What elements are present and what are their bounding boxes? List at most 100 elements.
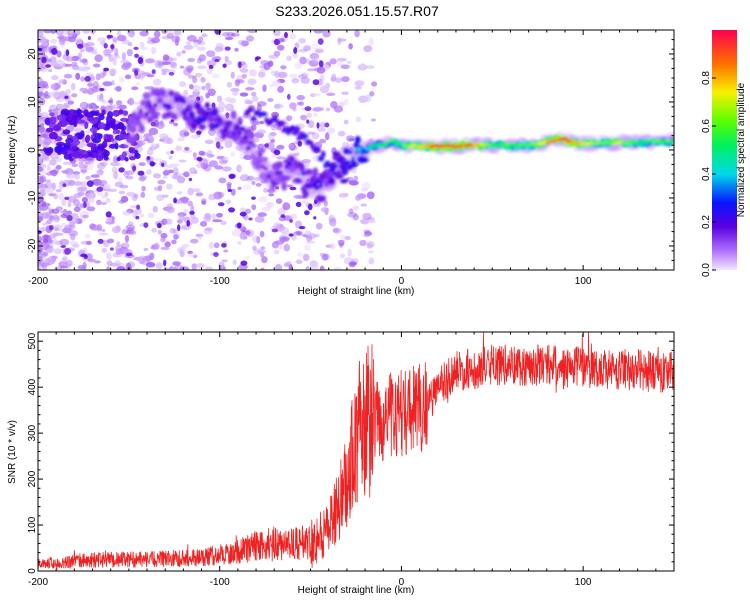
spectral-noise-blob bbox=[51, 182, 56, 191]
spectral-noise-blob bbox=[67, 195, 77, 203]
spectral-ridge-core bbox=[248, 140, 254, 145]
colorbar-tick-label: 0.6 bbox=[701, 119, 712, 133]
spectral-ridge-core bbox=[153, 103, 158, 108]
spectral-noise-blob bbox=[126, 30, 132, 36]
spectral-ridge-core bbox=[223, 127, 228, 132]
spectral-branch-blob bbox=[296, 134, 302, 141]
spectral-noise-blob bbox=[164, 241, 171, 248]
spectral-noise-blob bbox=[134, 53, 140, 58]
spectral-noise-blob bbox=[274, 103, 281, 110]
spectral-noise-blob bbox=[207, 88, 216, 97]
spectral-noise-blob bbox=[361, 182, 371, 190]
spectral-noise-blob bbox=[311, 132, 320, 140]
spectral-noise-blob bbox=[147, 148, 154, 156]
spectral-noise-blob bbox=[347, 248, 352, 257]
spectral-noise-blob bbox=[85, 240, 92, 245]
spectral-noise-blob bbox=[317, 127, 326, 132]
spectral-noise-blob bbox=[49, 170, 58, 174]
snr-frame bbox=[37, 331, 675, 572]
spectral-noise-blob bbox=[282, 231, 291, 238]
spectral-noise-blob bbox=[166, 206, 175, 214]
spectral-noise-blob bbox=[175, 36, 180, 44]
spectral-noise-blob bbox=[96, 186, 104, 192]
spectral-noise-blob bbox=[305, 240, 316, 244]
spectral-noise-blob bbox=[57, 103, 65, 110]
spectral-noise-blob bbox=[329, 58, 337, 65]
spectral-noise-blob bbox=[181, 196, 189, 204]
spectral-noise-blob bbox=[61, 198, 67, 207]
spectral-noise-blob bbox=[254, 215, 265, 223]
spectral-branch-blob bbox=[261, 111, 268, 117]
spectral-noise-blob bbox=[190, 134, 199, 139]
spectral-noise-blob bbox=[62, 183, 67, 188]
spectral-ridge-core bbox=[502, 143, 507, 147]
spectral-noise-blob bbox=[71, 163, 79, 167]
spectral-ridge-blob bbox=[324, 179, 330, 188]
spectral-ridge-core bbox=[234, 126, 239, 130]
spectral-noise-blob bbox=[197, 234, 203, 240]
spectral-noise-blob bbox=[201, 33, 208, 38]
spectral-noise-blob bbox=[297, 140, 303, 147]
colorbar-tick-label: 0.8 bbox=[701, 71, 712, 85]
spectral-ridge-blob bbox=[275, 161, 283, 169]
spectral-noise-blob bbox=[252, 245, 257, 251]
spectral-noise-blob bbox=[286, 55, 292, 61]
spectral-noise-blob bbox=[179, 65, 185, 69]
spectral-noise-blob bbox=[165, 164, 175, 169]
spectral-noise-blob bbox=[237, 39, 246, 46]
spectral-noise-blob bbox=[284, 31, 288, 39]
spectral-noise-blob bbox=[52, 83, 58, 89]
spectral-cluster-blob bbox=[129, 147, 136, 154]
spectral-noise-blob bbox=[43, 252, 49, 257]
spectral-noise-blob bbox=[304, 210, 310, 216]
spectral-ridge-blob bbox=[237, 116, 243, 125]
spectral-noise-blob bbox=[289, 213, 298, 220]
spectral-noise-blob bbox=[61, 256, 68, 261]
spectral-noise-blob bbox=[50, 83, 61, 91]
spectral-noise-blob bbox=[235, 79, 245, 84]
spectral-cluster-blob bbox=[85, 134, 91, 142]
spectral-ridge-core bbox=[400, 142, 405, 146]
spectral-ridge-core bbox=[428, 145, 435, 149]
spectral-noise-blob bbox=[41, 206, 50, 211]
spectral-noise-blob bbox=[65, 63, 73, 67]
spectral-noise-blob bbox=[52, 157, 63, 163]
spectral-noise-blob bbox=[226, 96, 232, 103]
spectral-cluster-blob bbox=[54, 145, 64, 153]
spectral-noise-blob bbox=[75, 72, 81, 80]
spectral-noise-blob bbox=[86, 206, 96, 212]
spectral-ridge-core bbox=[432, 143, 437, 147]
spectral-noise-blob bbox=[119, 75, 125, 84]
spectral-noise-blob bbox=[79, 58, 88, 63]
spectral-noise-blob bbox=[168, 155, 173, 160]
spectral-noise-blob bbox=[112, 37, 118, 43]
spectral-noise-blob bbox=[83, 201, 87, 208]
spectral-ridge-core bbox=[286, 161, 292, 167]
spectral-ridge-core bbox=[571, 140, 577, 144]
spectral-noise-blob bbox=[352, 205, 360, 211]
spectral-noise-blob bbox=[104, 191, 109, 197]
spectral-noise-blob bbox=[51, 48, 58, 55]
snr-y-axis: 0 100 200 300 400 500 bbox=[27, 331, 674, 574]
spectral-noise-blob bbox=[333, 227, 342, 234]
spectral-noise-blob bbox=[337, 130, 346, 137]
spectral-noise-blob bbox=[112, 57, 117, 66]
spectral-ridge-core bbox=[277, 170, 284, 175]
spectral-noise-blob bbox=[308, 120, 315, 129]
spectral-noise-blob bbox=[106, 266, 111, 270]
spectral-noise-blob bbox=[289, 102, 297, 110]
spectral-noise-blob bbox=[319, 107, 325, 111]
spectrogram-y-axis: -20 -10 0 10 20 bbox=[27, 29, 674, 271]
spectral-noise-blob bbox=[72, 32, 78, 39]
spectral-noise-blob bbox=[189, 238, 199, 244]
spectral-ridge-core bbox=[199, 118, 205, 123]
spectral-ridge-core bbox=[188, 111, 193, 117]
spectral-noise-blob bbox=[228, 207, 235, 213]
spectral-noise-blob bbox=[239, 211, 247, 217]
spectral-noise-blob bbox=[346, 60, 352, 65]
spectral-noise-blob bbox=[101, 195, 107, 199]
spectral-noise-blob bbox=[304, 244, 311, 251]
spectral-noise-blob bbox=[71, 61, 78, 67]
spectral-noise-blob bbox=[113, 155, 119, 163]
spectral-noise-blob bbox=[363, 229, 371, 234]
